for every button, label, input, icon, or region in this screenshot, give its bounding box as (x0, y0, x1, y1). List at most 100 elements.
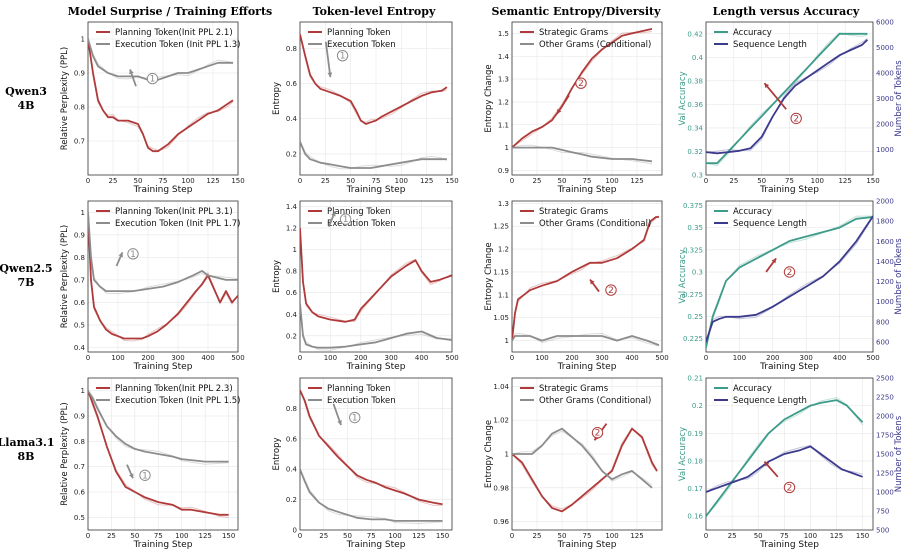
y2-tick-label: 1400 (876, 258, 894, 266)
annotation-arrowhead (764, 83, 770, 89)
y-tick-label: 0.17 (687, 485, 703, 493)
chart-r1c0: 0 100 200 300 400 500 0.4 0.5 0.6 0.7 0.8 0.9 1 Train… (60, 200, 245, 372)
series-line (300, 227, 452, 323)
x-tick-label: 0 (510, 532, 514, 540)
series-line (88, 38, 234, 153)
y-tick-label: 1.3 (498, 76, 509, 84)
chart-r0c1: 0 25 50 75 100 125 150 0.2 0.4 0.6 0.8 Training Ste… (272, 21, 459, 195)
axes-frame (87, 377, 239, 531)
chart-r0c0: 0 25 50 75 100 125 150 0.7 0.8 0.9 1 Training Step R… (60, 21, 245, 195)
series-line (512, 146, 653, 163)
series-raw-line (300, 141, 448, 170)
y2-tick-label: 1750 (876, 432, 894, 440)
col-title-0: Model Surprise / Training Efforts (68, 5, 272, 18)
axes-frame (511, 200, 663, 353)
y-tick-label: 1.2 (498, 246, 509, 254)
series-raw-line (706, 215, 873, 348)
x-tick-label: 0 (86, 532, 90, 540)
chart-r1c1: 0 100 200 300 400 500 0.2 0.4 0.6 0.8 1 1.2 1.4 Train… (272, 200, 459, 372)
legend-label: Sequence Length (733, 40, 807, 50)
series-line (300, 303, 452, 349)
y2-tick-label: 3000 (876, 95, 894, 103)
x-tick-label: 25 (321, 177, 330, 185)
y2-tick-label: 750 (876, 508, 889, 516)
legend-label: Execution Token (Init PPL 1.5) (115, 396, 240, 406)
y-tick-label: 0.9 (498, 167, 509, 175)
axes-frame (705, 21, 874, 176)
x-tick-label: 125 (420, 177, 433, 185)
annotation-arrowhead (337, 420, 342, 426)
y-tick-label: 1 (293, 246, 297, 254)
annotation-arrowhead (764, 461, 770, 467)
x-tick-label: 100 (535, 354, 548, 362)
legend-label: Planning Token (327, 384, 391, 394)
annotation-arrow (763, 82, 787, 110)
row-label-1-line1: Qwen2.5 (0, 262, 53, 275)
x-tick-label: 150 (856, 532, 869, 540)
x-tick-label: 500 (445, 354, 458, 362)
x-axis-label: Training Step (557, 540, 617, 550)
x-tick-label: 100 (804, 532, 817, 540)
x-tick-label: 75 (780, 532, 789, 540)
x-tick-label: 100 (324, 354, 337, 362)
annotation-circle (146, 72, 159, 85)
annotation-label: 2 (793, 114, 799, 124)
y-axis-label: Val Accuracy (678, 71, 688, 125)
x-axis-label: Training Step (557, 185, 617, 195)
x-tick-label: 0 (298, 532, 302, 540)
legend-label: Other Grams (Conditional) (539, 396, 651, 406)
series-raw-line (300, 227, 452, 323)
x-tick-label: 50 (754, 532, 763, 540)
series-raw-line (706, 396, 863, 517)
series-line (88, 390, 229, 463)
y2-tick-label: 600 (876, 338, 889, 346)
y-tick-label: 0.8 (74, 254, 85, 262)
series-line (88, 390, 229, 516)
series-line (512, 28, 653, 149)
x-tick-label: 500 (866, 354, 879, 362)
y-tick-label: 0.7 (74, 138, 85, 146)
annotation-label: 2 (595, 429, 601, 439)
x-tick-label: 300 (800, 354, 813, 362)
legend-label: Execution Token (Init PPL 1.7) (115, 219, 240, 229)
x-tick-label: 25 (107, 532, 116, 540)
x-tick-label: 0 (510, 354, 514, 362)
x-axis-label: Training Step (346, 185, 406, 195)
y2-tick-label: 2000 (876, 413, 894, 421)
x-tick-label: 125 (630, 532, 643, 540)
y2-tick-label: 1200 (876, 278, 894, 286)
series-raw-line (88, 38, 234, 151)
y-tick-label: 1.2 (498, 98, 509, 106)
y2-axis-label: Number of Tokens (894, 238, 904, 315)
legend-label: Execution Token (327, 40, 396, 50)
y-axis-label: Val Accuracy (678, 249, 688, 303)
y2-tick-label: 5000 (876, 44, 894, 52)
y-tick-label: 0.225 (683, 335, 703, 343)
y2-tick-label: 800 (876, 318, 889, 326)
x-tick-label: 50 (757, 177, 766, 185)
x-tick-label: 100 (605, 177, 618, 185)
y2-tick-label: 1800 (876, 218, 894, 226)
y-tick-label: 1.1 (498, 121, 509, 129)
series-raw-line (706, 216, 873, 343)
axes-frame (511, 21, 663, 176)
x-tick-label: 0 (704, 532, 708, 540)
y-tick-label: 1 (505, 451, 509, 459)
y-tick-label: 0.2 (286, 150, 297, 158)
series-line (706, 445, 863, 493)
series-raw-line (512, 430, 653, 486)
y-tick-label: 0.8 (286, 45, 297, 53)
x-tick-label: 50 (134, 177, 143, 185)
x-tick-label: 300 (385, 354, 398, 362)
annotation-circle (339, 213, 352, 225)
y-axis-label: Relative Perplexity (PPL) (60, 225, 70, 328)
legend-label: Sequence Length (733, 396, 807, 406)
annotation-arrowhead (771, 258, 777, 264)
series-line (706, 32, 868, 165)
annotation-arrowhead (590, 279, 595, 285)
series-line (88, 212, 238, 292)
series-line (300, 389, 443, 506)
legend-label: Planning Token(Init PPL 2.1) (115, 28, 233, 38)
annotation-circle (790, 112, 802, 125)
